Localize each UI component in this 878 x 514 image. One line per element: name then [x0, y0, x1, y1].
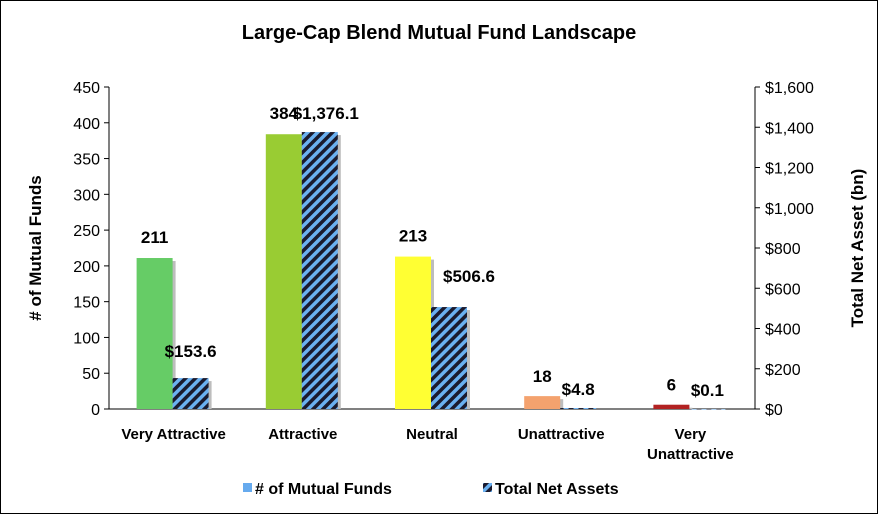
y-tick-label-right: $800 [765, 241, 801, 258]
data-label-mutual-funds: 211 [141, 228, 168, 247]
plot-area: 0 50 100 150 200 250 300 350 400 450 $0 $200 $400 $60… [26, 80, 867, 498]
y-tick-label-left: 100 [73, 330, 100, 347]
y-tick-label-left: 200 [73, 259, 100, 276]
y-tick-label-left: 250 [73, 223, 100, 240]
data-label-mutual-funds: 6 [667, 376, 676, 395]
bar-total-net-assets [560, 408, 597, 409]
legend-label-mutual-funds: # of Mutual Funds [255, 481, 392, 498]
legend-label-total-net-assets: Total Net Assets [495, 481, 619, 498]
y-tick-label-left: 150 [73, 295, 100, 312]
bar-total-net-assets [301, 132, 338, 409]
y-tick-label-left: 0 [91, 402, 100, 419]
y-tick-label-right: $600 [765, 281, 801, 298]
y-tick-label-left: 400 [73, 116, 100, 133]
data-label-total-net-assets: $0.1 [691, 381, 724, 400]
data-label-mutual-funds: 213 [399, 227, 427, 246]
data-label-total-net-assets: $1,376.1 [293, 104, 359, 123]
y-axis-title-right: Total Net Asset (bn) [848, 169, 867, 328]
bar-mutual-funds [524, 396, 561, 409]
y-tick-label-left: 50 [82, 366, 100, 383]
y-tick-label-right: $1,400 [765, 120, 814, 137]
y-tick-label-right: $0 [765, 402, 783, 419]
x-tick-label: Attractive [268, 426, 337, 443]
y-tick-label-right: $400 [765, 322, 801, 339]
data-label-mutual-funds: 18 [533, 367, 552, 386]
x-tick-label: Unattractive [518, 426, 605, 443]
bar-total-net-assets [689, 408, 726, 410]
data-label-mutual-funds: 384 [270, 104, 299, 123]
y-tick-label-right: $1,000 [765, 201, 814, 218]
data-label-total-net-assets: $153.6 [165, 342, 217, 361]
x-tick-label: Very Attractive [121, 426, 226, 443]
legend-swatch-mutual-funds [243, 483, 252, 492]
y-tick-label-right: $1,600 [765, 80, 814, 97]
x-tick-label: Unattractive [647, 446, 734, 463]
legend-swatch-total-net-assets [483, 483, 492, 492]
y-axis-title-left: # of Mutual Funds [26, 175, 45, 320]
bar-total-net-assets [431, 307, 467, 409]
bar-mutual-funds [395, 256, 431, 409]
y-tick-label-left: 350 [73, 152, 100, 169]
bar-total-net-assets [172, 378, 209, 409]
bar-mutual-funds [136, 258, 173, 409]
y-tick-label-left: 450 [73, 80, 100, 97]
bar-mutual-funds [265, 134, 302, 409]
chart-title: Large-Cap Blend Mutual Fund Landscape [242, 22, 636, 44]
bar-mutual-funds [653, 404, 690, 409]
y-tick-label-right: $1,200 [765, 161, 814, 178]
y-tick-label-left: 300 [73, 187, 100, 204]
x-tick-label: Neutral [406, 426, 458, 443]
x-tick-label: Very [675, 426, 707, 443]
data-label-total-net-assets: $506.6 [443, 267, 495, 286]
y-tick-label-right: $200 [765, 362, 801, 379]
data-label-total-net-assets: $4.8 [562, 380, 595, 399]
